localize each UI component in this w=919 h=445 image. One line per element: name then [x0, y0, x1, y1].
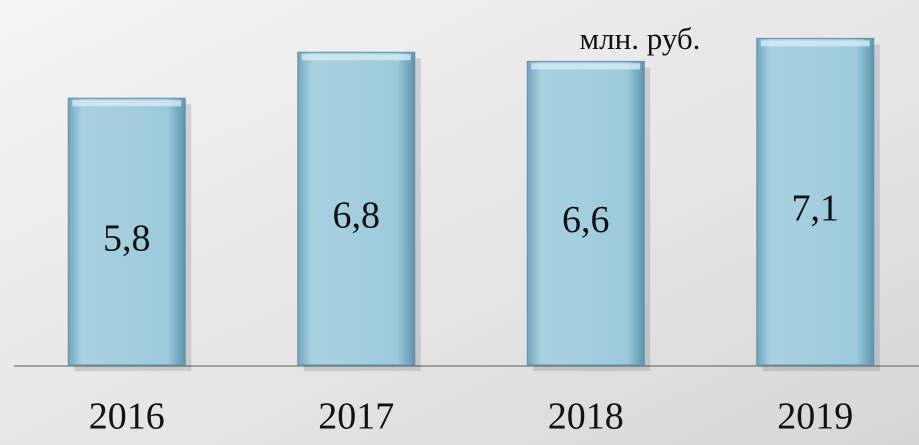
bar: [756, 37, 875, 366]
bar: [297, 51, 416, 366]
value-label: 5,8: [103, 217, 151, 259]
value-label: 7,1: [792, 187, 840, 229]
bar-bevel: [531, 63, 641, 70]
x-tick-label: 2019: [777, 396, 853, 438]
value-label: 6,8: [333, 194, 381, 236]
bar: [67, 97, 186, 366]
value-label: 6,6: [562, 199, 610, 241]
bar-bevel: [760, 40, 870, 47]
bar-bevel: [301, 54, 411, 61]
x-tick-label: 2016: [89, 396, 165, 438]
x-tick-label: 2018: [548, 396, 624, 438]
bar: [526, 60, 645, 366]
unit-label: млн. руб.: [580, 21, 701, 56]
x-tick-label: 2017: [318, 396, 394, 438]
bar-bevel: [72, 100, 182, 107]
